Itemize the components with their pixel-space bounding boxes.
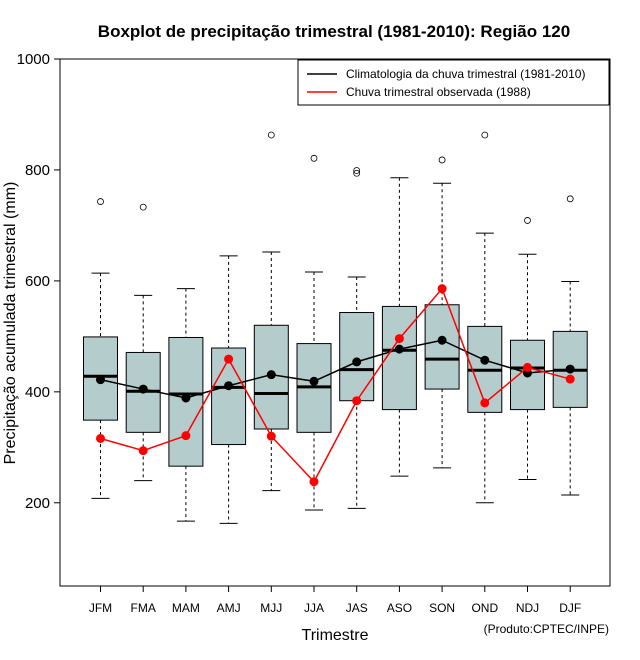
- outlier-point: [97, 198, 104, 205]
- outlier-point: [267, 131, 275, 139]
- outlier-point: [139, 203, 147, 211]
- box-iqr: [510, 339, 545, 411]
- box-AMJ: [211, 255, 247, 524]
- series-point: [480, 355, 490, 365]
- series-line: [100, 339, 571, 399]
- legend-label-observed: Chuva trimestral observada (1988): [346, 85, 531, 99]
- series-point: [394, 344, 404, 354]
- series-point: [309, 477, 319, 487]
- series-point: [138, 384, 148, 394]
- series-point: [96, 375, 105, 385]
- series-point: [565, 364, 575, 374]
- series-point: [480, 398, 490, 408]
- y-tick-label: 1000: [17, 51, 50, 68]
- x-axis: JFM FMA MAM AMJ MJJ JJA JAS ASO SON OND NDJ DJF: [89, 586, 581, 615]
- box-iqr: [381, 305, 417, 411]
- box-iqr: [211, 347, 247, 446]
- outlier-point: [481, 131, 489, 139]
- box-NDJ: [510, 217, 545, 480]
- outlier-point: [353, 169, 361, 177]
- series-point: [523, 362, 532, 372]
- box-OND: [467, 131, 503, 504]
- series-climatology: [96, 335, 575, 403]
- y-axis-label: Precipitação acumulada trimestral (mm): [2, 182, 19, 465]
- x-tick-label: AMJ: [217, 601, 241, 615]
- x-tick-label: DJF: [559, 601, 581, 615]
- series-point: [224, 354, 234, 364]
- series-observed: [96, 284, 575, 487]
- series-point: [266, 431, 276, 441]
- series-point: [352, 357, 362, 367]
- series-line: [100, 287, 571, 483]
- series-point: [138, 446, 148, 456]
- outlier-point: [566, 195, 574, 203]
- series-point: [224, 381, 234, 391]
- legend: Climatologia da chuva trimestral (1981-2…: [297, 59, 610, 106]
- y-tick-label: 200: [25, 495, 50, 512]
- box-SON: [424, 156, 460, 469]
- box-JFM: [83, 198, 118, 499]
- legend-label-climatology: Climatologia da chuva trimestral (1981-2…: [346, 67, 585, 81]
- outlier-point: [438, 156, 446, 164]
- box-JAS: [339, 167, 375, 509]
- x-tick-label: JJA: [304, 601, 324, 615]
- outlier-point: [353, 167, 361, 174]
- box-JJA: [296, 154, 332, 511]
- series-point: [96, 433, 105, 443]
- y-tick-label: 400: [25, 384, 50, 401]
- box-iqr: [168, 336, 204, 467]
- source-note: (Produto:CPTEC/INPE): [484, 622, 609, 636]
- x-tick-label: JFM: [89, 601, 112, 615]
- box-DJF: [552, 195, 588, 496]
- x-axis-label: Trimestre: [302, 627, 369, 644]
- box-iqr: [339, 312, 375, 402]
- series-group: [96, 284, 575, 487]
- y-tick-label: 600: [25, 273, 50, 290]
- box-FMA: [125, 203, 161, 482]
- series-point: [352, 396, 362, 406]
- x-tick-label: ASO: [387, 601, 412, 615]
- series-point: [309, 376, 319, 386]
- x-tick-label: JAS: [346, 601, 368, 615]
- box-iqr: [83, 336, 118, 421]
- outlier-point: [310, 154, 318, 162]
- chart-title: Boxplot de precipitação trimestral (1981…: [98, 22, 570, 41]
- y-tick-label: 800: [25, 162, 50, 179]
- y-axis: 200 400 600 800 1000: [17, 51, 60, 512]
- box-MAM: [168, 288, 204, 522]
- series-point: [437, 335, 447, 345]
- series-point: [394, 334, 404, 344]
- series-point: [266, 370, 276, 380]
- outlier-point: [524, 217, 531, 224]
- x-tick-label: MJJ: [260, 601, 282, 615]
- x-tick-label: MAM: [172, 601, 200, 615]
- series-point: [437, 284, 447, 294]
- series-point: [181, 431, 191, 441]
- x-tick-label: FMA: [131, 601, 156, 615]
- boxes-group: [83, 131, 588, 524]
- box-ASO: [381, 177, 417, 477]
- x-tick-label: SON: [429, 601, 455, 615]
- plot-frame: [59, 58, 611, 587]
- series-point: [181, 393, 191, 403]
- legend-box: [297, 59, 610, 106]
- series-point: [565, 374, 575, 384]
- box-iqr: [424, 304, 460, 390]
- x-tick-label: NDJ: [516, 601, 539, 615]
- x-tick-label: OND: [471, 601, 498, 615]
